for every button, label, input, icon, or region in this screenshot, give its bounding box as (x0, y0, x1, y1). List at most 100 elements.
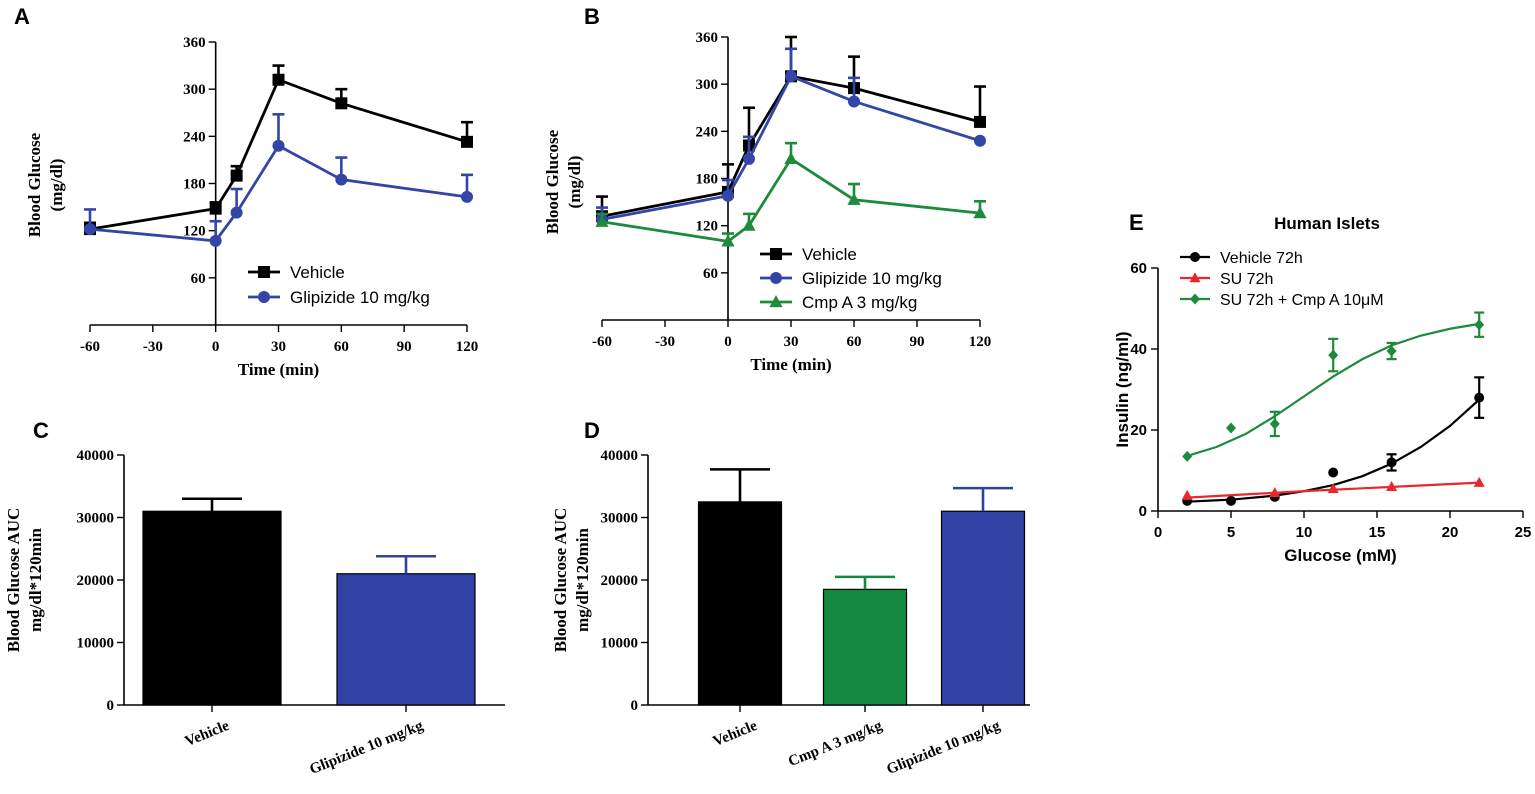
data-point (272, 73, 285, 86)
x-tick-label: 30 (784, 334, 799, 350)
x-tick-label: 120 (969, 334, 992, 350)
data-point (974, 134, 986, 147)
category-label: Vehicle (711, 718, 760, 750)
bar (142, 510, 282, 706)
x-axis-label: Glucose (mM) (1284, 546, 1396, 565)
category-label: Glipizide 10 mg/kg (884, 718, 1003, 778)
legend-label: Cmp A 3 mg/kg (802, 293, 917, 312)
legend-label: Glipizide 10 mg/kg (290, 288, 430, 307)
x-tick-label: 0 (212, 339, 220, 355)
data-point (973, 206, 987, 219)
data-point (1473, 476, 1485, 487)
data-point (1182, 450, 1193, 462)
series-2 (1182, 311, 1485, 462)
y-tick-label: 360 (183, 35, 206, 51)
x-tick-label: 0 (1154, 524, 1162, 541)
y-axis-label: Blood Glucose (25, 132, 44, 237)
data-point (743, 152, 755, 165)
x-tick-label: 60 (847, 334, 862, 350)
legend-marker (1190, 293, 1200, 305)
data-point (1386, 345, 1397, 357)
legend-marker (258, 291, 270, 303)
y-tick-label: 60 (191, 271, 206, 287)
y-axis-label: mg/dl*120min (26, 528, 45, 632)
data-point (209, 202, 222, 215)
series-1 (596, 47, 986, 226)
legend-label: SU 72h + Cmp A 10μM (1220, 292, 1384, 309)
bar (822, 588, 908, 706)
y-axis-label: Blood Glucose AUC (4, 508, 23, 653)
y-tick-label: 0 (631, 698, 639, 714)
panel-label: B (584, 4, 600, 29)
y-tick-label: 20000 (77, 573, 115, 589)
x-tick-label: 15 (1369, 524, 1386, 541)
category-label: Glipizide 10 mg/kg (307, 718, 426, 778)
data-point (1386, 480, 1398, 491)
data-point (335, 173, 348, 186)
legend-marker (1189, 272, 1201, 283)
y-tick-label: 240 (696, 124, 719, 140)
panel-label: C (33, 418, 49, 443)
legend-marker (1190, 252, 1200, 262)
data-point (1226, 422, 1236, 434)
series-line (89, 77, 468, 231)
series-1 (1181, 476, 1485, 500)
panel-label: A (14, 4, 30, 29)
x-tick-label: 20 (1442, 524, 1459, 541)
y-axis-label: (mg/dl) (565, 156, 584, 209)
y-axis-label: Blood Glucose AUC (551, 508, 570, 653)
data-point (272, 139, 285, 152)
x-tick-label: 10 (1296, 524, 1313, 541)
y-axis-label: Blood Glucose (543, 129, 562, 234)
legend-label: SU 72h (1220, 271, 1273, 288)
panel-label: E (1129, 210, 1144, 235)
data-point (1328, 467, 1339, 478)
legend-label: Vehicle (290, 263, 345, 282)
y-tick-label: 360 (696, 30, 719, 46)
bar (336, 573, 476, 706)
y-axis-label: (mg/dl) (47, 159, 66, 212)
panel-A: A -60 -30 0 30 60 90 120 60 120 180 240 300 360 Time (… (14, 4, 478, 379)
data-point (1474, 319, 1485, 331)
x-tick-label: -60 (80, 339, 100, 355)
y-tick-label: 300 (696, 77, 719, 93)
y-tick-label: 0 (1139, 503, 1147, 520)
legend-marker (770, 248, 782, 260)
y-tick-label: 20 (1130, 422, 1147, 439)
series-line (601, 74, 981, 221)
x-tick-label: -30 (143, 339, 163, 355)
data-point (1269, 418, 1280, 430)
panel-D: D 0 10000 20000 30000 40000 Blood Glucose AUC m… (551, 418, 1030, 778)
data-point (847, 192, 861, 205)
data-point (742, 218, 756, 231)
category-label: Cmp A 3 mg/kg (786, 718, 885, 770)
x-tick-label: -30 (655, 334, 675, 350)
data-point (1328, 349, 1339, 361)
x-tick-label: 90 (397, 339, 412, 355)
legend-label: Vehicle 72h (1220, 250, 1303, 267)
series-line (601, 156, 981, 243)
series-2 (595, 141, 987, 247)
series-line (89, 143, 468, 243)
x-axis-label: Time (min) (750, 355, 831, 374)
y-tick-label: 60 (703, 266, 718, 282)
legend-marker (769, 295, 783, 308)
data-point (1474, 392, 1485, 403)
y-axis-label: Insulin (ng/ml) (1113, 331, 1132, 447)
x-tick-label: 0 (724, 334, 732, 350)
data-point (461, 135, 473, 148)
legend-label: Vehicle (802, 245, 857, 264)
data-point (785, 70, 797, 83)
legend-marker (258, 266, 270, 278)
x-tick-label: 60 (334, 339, 349, 355)
y-tick-label: 60 (1130, 260, 1147, 277)
y-tick-label: 120 (183, 224, 206, 240)
data-point (1327, 482, 1339, 493)
data-point (1226, 495, 1236, 506)
data-point (1181, 489, 1193, 500)
x-tick-label: 90 (910, 334, 925, 350)
fit-curve (1187, 398, 1480, 503)
y-tick-label: 40000 (77, 448, 115, 464)
series-1 (84, 113, 473, 247)
